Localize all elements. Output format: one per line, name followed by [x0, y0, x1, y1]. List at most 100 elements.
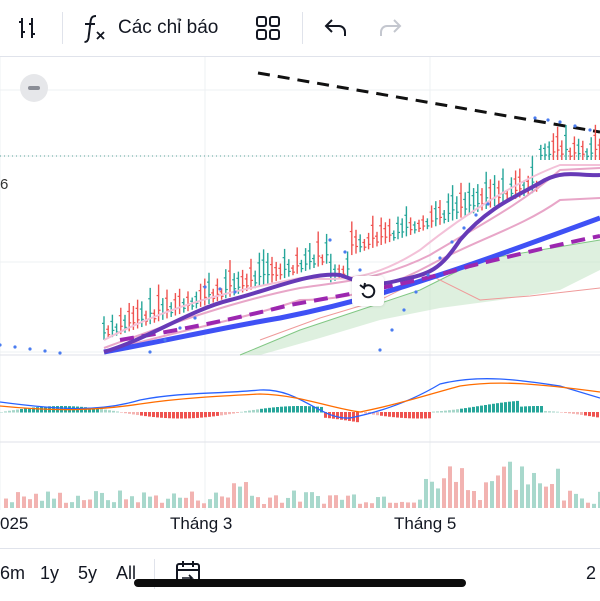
macd-histogram-bar	[200, 412, 203, 418]
macd-histogram-bar	[256, 409, 259, 413]
macd-histogram-bar	[296, 406, 299, 413]
sar-dot	[58, 351, 62, 355]
layout-button[interactable]	[254, 8, 282, 48]
macd-histogram-bar	[184, 412, 187, 419]
x-axis-label: 025	[0, 514, 29, 533]
macd-histogram-bar	[316, 406, 319, 413]
macd-histogram-bar	[528, 406, 531, 413]
sar-dot	[414, 290, 418, 294]
bottom-range-bar: 6m 1y 5y All 2	[0, 548, 600, 601]
trend-line	[257, 71, 600, 134]
range-all-button[interactable]: All	[116, 563, 137, 583]
price-chart[interactable]	[0, 57, 600, 545]
macd-histogram-bar	[292, 406, 295, 413]
macd-histogram-bar	[32, 407, 35, 413]
volume-bar	[76, 495, 80, 508]
redo-button[interactable]	[376, 8, 404, 48]
volume-bar	[394, 502, 398, 508]
macd-histogram-bar	[480, 405, 483, 413]
volume-bar	[304, 492, 308, 508]
macd-histogram-bar	[596, 412, 599, 418]
indicators-button[interactable]: Các chỉ báo	[82, 8, 218, 48]
range-1y-button[interactable]: 1y	[40, 563, 60, 583]
macd-histogram-bar	[504, 402, 507, 413]
volume-bar	[100, 492, 104, 508]
macd-histogram-bar	[132, 412, 135, 415]
volume-bar	[472, 491, 476, 508]
macd-histogram-bar	[556, 411, 559, 413]
sar-dot	[43, 349, 47, 353]
volume-bar	[160, 502, 164, 508]
macd-histogram-bar	[104, 409, 107, 413]
macd-histogram-bar	[308, 406, 311, 413]
macd-histogram-bar	[508, 401, 511, 413]
macd-histogram-bar	[372, 412, 375, 415]
toolbar-divider	[302, 12, 303, 44]
range-6m-button[interactable]: 6m	[0, 563, 26, 583]
volume-bar	[376, 497, 380, 508]
macd-histogram-bar	[452, 409, 455, 413]
macd-histogram-bar	[264, 408, 267, 413]
volume-bar	[238, 486, 242, 508]
sar-dot	[558, 120, 562, 124]
volume-bar	[94, 491, 98, 508]
volume-bar	[448, 466, 452, 508]
macd-histogram-bar	[188, 412, 191, 419]
volume-bar	[592, 503, 596, 508]
macd-histogram-bar	[168, 412, 171, 419]
macd-histogram-bar	[432, 411, 435, 413]
macd-histogram-bar	[592, 412, 595, 417]
reset-icon	[359, 282, 376, 299]
macd-histogram-bar	[444, 410, 447, 413]
macd-histogram-bar	[260, 408, 263, 413]
sar-dot	[426, 273, 430, 277]
chart-canvas[interactable]	[0, 57, 600, 545]
macd-histogram-bar	[92, 408, 95, 413]
macd-histogram-bar	[20, 408, 23, 413]
macd-histogram-bar	[304, 406, 307, 413]
macd-histogram-bar	[356, 412, 359, 423]
macd-histogram-bar	[36, 407, 39, 413]
macd-histogram-bar	[212, 412, 215, 417]
macd-histogram-bar	[216, 412, 219, 416]
macd-histogram-bar	[472, 406, 475, 413]
volume-bar	[274, 495, 278, 508]
volume-bar	[22, 496, 26, 508]
volume-bar	[46, 491, 50, 508]
sar-dot	[163, 338, 167, 342]
chart-type-button[interactable]	[14, 8, 42, 48]
volume-bar	[130, 496, 134, 508]
volume-bar	[358, 503, 362, 508]
range-5y-button[interactable]: 5y	[78, 563, 98, 583]
macd-histogram-bar	[464, 408, 467, 413]
volume-bar	[484, 482, 488, 508]
volume-bar	[508, 461, 512, 508]
macd-histogram-bar	[240, 411, 243, 413]
macd-histogram-bar	[136, 412, 139, 416]
volume-bar	[226, 497, 230, 508]
volume-bar	[424, 478, 428, 508]
volume-bar	[232, 483, 236, 508]
macd-histogram-bar	[152, 412, 155, 418]
volume-bar	[436, 488, 440, 508]
volume-bar	[418, 499, 422, 508]
macd-histogram-bar	[524, 406, 527, 413]
macd-histogram-bar	[488, 404, 491, 413]
sar-dot	[486, 202, 490, 206]
macd-histogram-bar	[8, 410, 11, 413]
macd-histogram-bar	[536, 406, 539, 413]
volume-bar	[298, 501, 302, 508]
macd-histogram-bar	[580, 412, 583, 415]
toolbar-border	[0, 56, 600, 57]
sar-dot	[474, 213, 478, 217]
collapse-button[interactable]	[20, 74, 48, 102]
macd-line	[0, 378, 600, 419]
volume-bar	[322, 503, 326, 508]
reset-chart-button[interactable]	[352, 276, 384, 306]
volume-bar	[574, 493, 578, 508]
undo-button[interactable]	[322, 8, 350, 48]
macd-histogram-bar	[404, 412, 407, 419]
macd-histogram-bar	[220, 412, 223, 416]
sar-dot	[402, 308, 406, 312]
volume-bar	[64, 502, 68, 508]
